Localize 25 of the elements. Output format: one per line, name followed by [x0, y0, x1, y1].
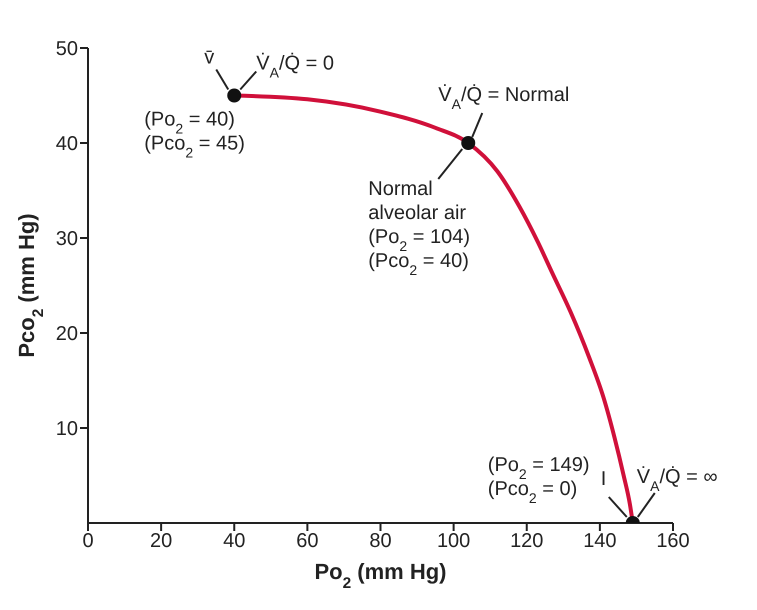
x-axis-title: Po$_{2}$ (mm Hg) [314, 559, 447, 592]
annotation: V̇$_{A}$/Q̇ = Normal [438, 84, 570, 112]
y-tick-label: 40 [56, 133, 78, 156]
annotation: (Po$_{2}$ = 40) (Pco$_{2}$ = 45) [144, 108, 245, 160]
annotation: I [600, 468, 606, 490]
annotation: V̇$_{A}$/Q̇ = ∞ [636, 466, 718, 494]
annotation: Normal alveolar air (Po$_{2}$ = 104) (Pco$_{2}$ = 40) [368, 178, 470, 278]
x-tick-label: 0 [82, 530, 94, 552]
y-tick-label: 30 [56, 228, 78, 250]
x-tick-label: 100 [436, 530, 470, 552]
y-tick-label: 20 [56, 323, 78, 346]
annotation: (Po$_{2}$ = 149) (Pco$_{2}$ = 0) [488, 454, 590, 506]
annotation: V̇$_{A}$/Q̇ = 0 [256, 52, 334, 80]
y-tick-label: 10 [56, 418, 78, 440]
point [461, 136, 476, 150]
y-tick-label: 50 [56, 38, 78, 60]
x-tick-label: 80 [369, 530, 392, 552]
point [227, 88, 242, 102]
x-tick-label: 60 [296, 530, 318, 552]
x-tick-label: 40 [223, 530, 246, 552]
x-tick-label: 140 [583, 530, 617, 552]
x-tick-label: 160 [656, 530, 690, 552]
x-tick-label: 120 [510, 530, 544, 552]
annotation: v̄ [204, 46, 214, 68]
x-tick-label: 20 [150, 530, 172, 552]
